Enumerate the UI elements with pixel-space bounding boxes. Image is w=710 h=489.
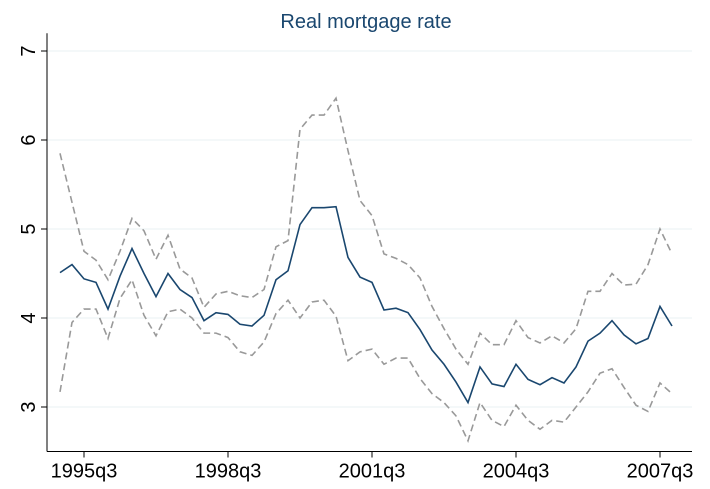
x-tick-label: 1998q3 xyxy=(195,461,262,483)
y-tick-label: 4 xyxy=(18,312,40,323)
x-tick-label: 2004q3 xyxy=(483,461,550,483)
x-tick-label: 2001q3 xyxy=(339,461,406,483)
y-tick-label: 6 xyxy=(18,134,40,145)
x-tick-label: 1995q3 xyxy=(51,461,118,483)
y-tick-label: 7 xyxy=(18,45,40,56)
y-tick-label: 5 xyxy=(18,223,40,234)
chart-title: Real mortgage rate xyxy=(280,11,451,33)
band-line xyxy=(59,96,673,366)
x-tick-label: 2007q3 xyxy=(627,461,694,483)
band-line xyxy=(59,277,673,443)
series-line xyxy=(59,205,673,405)
y-tick-label: 3 xyxy=(18,401,40,412)
